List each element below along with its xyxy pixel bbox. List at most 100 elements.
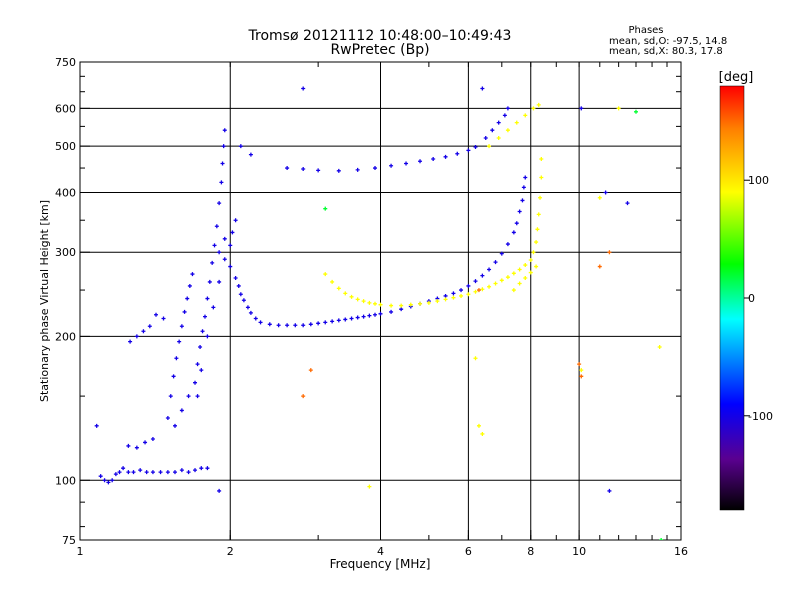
data-point	[625, 201, 630, 206]
data-point	[179, 324, 184, 329]
data-point	[514, 120, 519, 125]
data-point	[517, 267, 522, 272]
data-point	[221, 144, 226, 149]
data-point	[301, 166, 306, 171]
data-point	[121, 466, 126, 471]
colorbar	[719, 85, 745, 511]
x-tick-label: 16	[674, 545, 688, 558]
data-point	[214, 224, 219, 229]
data-point	[186, 470, 191, 475]
data-point	[128, 339, 133, 344]
data-point	[657, 345, 662, 350]
data-point	[301, 86, 306, 91]
data-point	[330, 319, 335, 324]
data-point	[220, 161, 225, 166]
data-point	[480, 273, 485, 278]
data-point	[476, 423, 481, 428]
chart-subtitle: RwPretec (Bp)	[330, 42, 429, 58]
data-point	[94, 423, 99, 428]
data-point	[193, 468, 198, 473]
data-point	[336, 168, 341, 173]
data-point	[505, 275, 510, 280]
data-point	[487, 284, 492, 289]
data-point	[98, 474, 103, 479]
data-point	[207, 279, 212, 284]
data-point	[248, 152, 253, 157]
x-axis-label: Frequency [MHz]	[330, 557, 431, 571]
data-point	[459, 288, 464, 293]
data-point	[517, 281, 522, 286]
data-point	[505, 242, 510, 247]
data-point	[451, 295, 456, 300]
colorbar-tick-label: -100	[748, 410, 773, 423]
data-point	[222, 236, 227, 241]
data-point	[238, 292, 243, 297]
colorbar-ticks: 100 0 -100	[744, 174, 773, 423]
y-tick-label: 750	[55, 56, 76, 69]
data-point	[222, 128, 227, 133]
phase-stats-heading: Phases	[628, 25, 663, 36]
data-point	[212, 243, 217, 248]
data-point	[473, 145, 478, 150]
data-points	[94, 86, 664, 540]
data-point	[426, 300, 431, 305]
data-point	[389, 303, 394, 308]
data-point	[330, 279, 335, 284]
data-point	[577, 362, 582, 367]
data-point	[531, 250, 536, 255]
axis-ticks	[79, 61, 682, 541]
data-point	[253, 316, 258, 321]
data-point	[505, 128, 510, 133]
x-tick-label: 4	[377, 545, 384, 558]
data-point	[473, 356, 478, 361]
data-point	[293, 323, 298, 328]
data-point	[323, 272, 328, 277]
data-point	[355, 167, 360, 172]
data-point	[186, 394, 191, 399]
x-tick-label: 2	[227, 545, 234, 558]
data-point	[511, 271, 516, 276]
data-point	[355, 315, 360, 320]
data-point	[531, 106, 536, 111]
data-point	[511, 230, 516, 235]
data-point	[241, 298, 246, 303]
data-point	[349, 294, 354, 299]
data-point	[535, 227, 540, 232]
x-tick-label: 1	[77, 545, 84, 558]
data-point	[236, 283, 241, 288]
data-point	[443, 154, 448, 159]
data-point	[536, 212, 541, 217]
data-point	[198, 345, 203, 350]
data-point	[505, 106, 510, 111]
data-point	[616, 106, 621, 111]
data-point	[523, 113, 528, 118]
data-point	[431, 157, 436, 162]
y-tick-label: 200	[55, 330, 76, 343]
data-point	[308, 368, 313, 373]
data-point	[355, 297, 360, 302]
data-point	[579, 106, 584, 111]
data-point	[316, 321, 321, 326]
data-point	[536, 102, 541, 107]
data-point	[195, 362, 200, 367]
data-point	[301, 394, 306, 399]
data-point	[190, 272, 195, 277]
data-point	[276, 323, 281, 328]
data-point	[538, 195, 543, 200]
data-point	[117, 470, 122, 475]
data-point	[487, 267, 492, 272]
data-point	[150, 470, 155, 475]
colorbar-tick-label: 0	[748, 292, 755, 305]
data-point	[126, 470, 131, 475]
data-point	[171, 374, 176, 379]
data-point	[597, 195, 602, 200]
chart-title: Tromsø 20121112 10:48:00–10:49:43	[248, 28, 512, 44]
data-point	[408, 302, 413, 307]
data-point	[147, 324, 152, 329]
data-point	[466, 283, 471, 288]
data-point	[230, 230, 235, 235]
data-point	[404, 161, 409, 166]
data-point	[165, 470, 170, 475]
data-point	[211, 305, 216, 310]
